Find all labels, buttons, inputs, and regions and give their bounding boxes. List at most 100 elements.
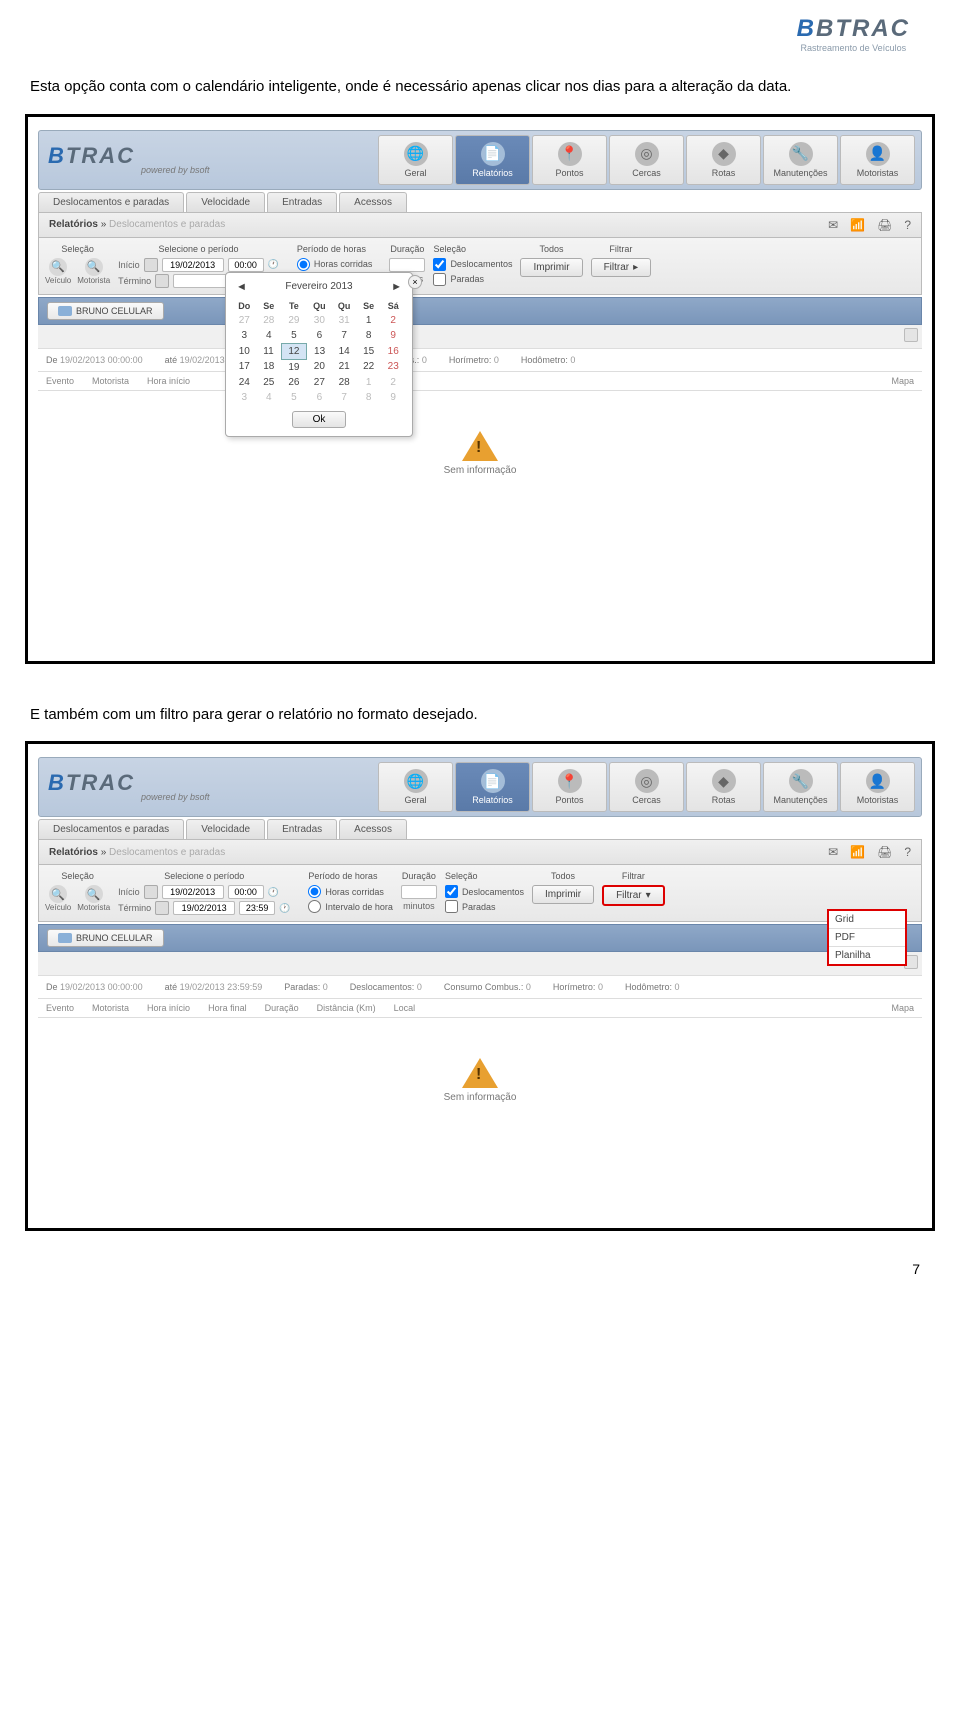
- vehicle-chip[interactable]: BRUNO CELULAR: [47, 929, 164, 947]
- nav-manutencoes[interactable]: 🔧Manutenções: [763, 762, 838, 812]
- veiculo-selector[interactable]: 🔍Veículo: [45, 885, 71, 912]
- tab-entradas[interactable]: Entradas: [267, 819, 337, 839]
- nav-pontos[interactable]: 📍Pontos: [532, 135, 607, 185]
- horas-corridas-radio[interactable]: Horas corridas: [297, 258, 373, 271]
- motorista-selector[interactable]: 🔍Motorista: [77, 885, 110, 912]
- calendar-ok-button[interactable]: Ok: [292, 411, 347, 428]
- time-termino-input[interactable]: [239, 901, 275, 915]
- calendar-day[interactable]: 27: [232, 313, 257, 328]
- calendar-day[interactable]: 30: [307, 313, 332, 328]
- sort-icon[interactable]: 📶: [850, 845, 865, 859]
- email-icon[interactable]: ✉: [828, 845, 838, 859]
- calendar-day[interactable]: 12: [281, 343, 307, 359]
- motorista-selector[interactable]: 🔍Motorista: [77, 258, 110, 285]
- calendar-day[interactable]: 1: [356, 313, 381, 328]
- imprimir-button[interactable]: Imprimir: [532, 885, 594, 904]
- calendar-day[interactable]: 10: [232, 343, 257, 359]
- calendar-day[interactable]: 8: [356, 390, 381, 405]
- calendar-day[interactable]: 25: [257, 375, 282, 390]
- sort-icon[interactable]: 📶: [850, 218, 865, 232]
- paradas-check[interactable]: Paradas: [433, 273, 484, 286]
- calendar-day[interactable]: 3: [232, 328, 257, 344]
- calendar-icon[interactable]: [144, 885, 158, 899]
- calendar-day[interactable]: 31: [332, 313, 357, 328]
- calendar-day[interactable]: 24: [232, 375, 257, 390]
- tab-velocidade[interactable]: Velocidade: [186, 192, 265, 212]
- nav-cercas[interactable]: ◎Cercas: [609, 135, 684, 185]
- calendar-day[interactable]: 7: [332, 390, 357, 405]
- deslocamentos-check[interactable]: Deslocamentos: [445, 885, 524, 898]
- help-icon[interactable]: ?: [904, 218, 911, 232]
- calendar-day[interactable]: 29: [281, 313, 307, 328]
- email-icon[interactable]: ✉: [828, 218, 838, 232]
- calendar-day[interactable]: 28: [257, 313, 282, 328]
- nav-rotas[interactable]: ◆Rotas: [686, 762, 761, 812]
- nav-cercas[interactable]: ◎Cercas: [609, 762, 684, 812]
- prev-month-button[interactable]: ◄: [236, 281, 247, 293]
- help-icon[interactable]: ?: [904, 845, 911, 859]
- clock-icon[interactable]: 🕐: [268, 887, 279, 898]
- close-icon[interactable]: ×: [408, 275, 422, 289]
- tab-acessos[interactable]: Acessos: [339, 192, 407, 212]
- calendar-day[interactable]: 3: [232, 390, 257, 405]
- calendar-day[interactable]: 9: [381, 390, 406, 405]
- calendar-day[interactable]: 11: [257, 343, 282, 359]
- calendar-day[interactable]: 26: [281, 375, 307, 390]
- calendar-day[interactable]: 18: [257, 359, 282, 375]
- calendar-day[interactable]: 5: [281, 390, 307, 405]
- calendar-icon[interactable]: [155, 274, 169, 288]
- horas-corridas-radio[interactable]: Horas corridas: [308, 885, 384, 898]
- time-inicio-input[interactable]: [228, 885, 264, 899]
- calendar-day[interactable]: 23: [381, 359, 406, 375]
- imprimir-button[interactable]: Imprimir: [520, 258, 582, 277]
- duracao-input[interactable]: [389, 258, 425, 272]
- date-termino-input[interactable]: [173, 901, 235, 915]
- deslocamentos-check[interactable]: Deslocamentos: [433, 258, 512, 271]
- calendar-day[interactable]: 2: [381, 313, 406, 328]
- calendar-day[interactable]: 20: [307, 359, 332, 375]
- nav-rotas[interactable]: ◆Rotas: [686, 135, 761, 185]
- calendar-day[interactable]: 2: [381, 375, 406, 390]
- tab-velocidade[interactable]: Velocidade: [186, 819, 265, 839]
- vehicle-chip[interactable]: BRUNO CELULAR: [47, 302, 164, 320]
- nav-geral[interactable]: 🌐Geral: [378, 135, 453, 185]
- clock-icon[interactable]: 🕐: [279, 903, 290, 914]
- tab-deslocamentos[interactable]: Deslocamentos e paradas: [38, 192, 184, 212]
- calendar-icon[interactable]: [144, 258, 158, 272]
- nav-relatorios[interactable]: 📄Relatórios: [455, 135, 530, 185]
- calendar-day[interactable]: 8: [356, 328, 381, 344]
- clock-icon[interactable]: 🕐: [268, 259, 279, 270]
- calendar-day[interactable]: 9: [381, 328, 406, 344]
- duracao-input[interactable]: [401, 885, 437, 899]
- next-month-button[interactable]: ►: [391, 281, 402, 293]
- tab-deslocamentos[interactable]: Deslocamentos e paradas: [38, 819, 184, 839]
- date-inicio-input[interactable]: [162, 885, 224, 899]
- calendar-day[interactable]: 15: [356, 343, 381, 359]
- veiculo-selector[interactable]: 🔍Veículo: [45, 258, 71, 285]
- date-inicio-input[interactable]: [162, 258, 224, 272]
- filtrar-option-planilha[interactable]: Planilha: [829, 947, 905, 964]
- calendar-day[interactable]: 16: [381, 343, 406, 359]
- filtrar-option-pdf[interactable]: PDF: [829, 929, 905, 947]
- calendar-day[interactable]: 4: [257, 390, 282, 405]
- calendar-day[interactable]: 7: [332, 328, 357, 344]
- time-inicio-input[interactable]: [228, 258, 264, 272]
- nav-relatorios[interactable]: 📄Relatórios: [455, 762, 530, 812]
- print-icon[interactable]: 🖨: [877, 845, 892, 859]
- paradas-check[interactable]: Paradas: [445, 900, 496, 913]
- tab-entradas[interactable]: Entradas: [267, 192, 337, 212]
- collapse-button[interactable]: [904, 328, 918, 342]
- calendar-day[interactable]: 6: [307, 328, 332, 344]
- calendar-icon[interactable]: [155, 901, 169, 915]
- calendar-day[interactable]: 1: [356, 375, 381, 390]
- calendar-day[interactable]: 13: [307, 343, 332, 359]
- calendar-day[interactable]: 17: [232, 359, 257, 375]
- calendar-day[interactable]: 6: [307, 390, 332, 405]
- nav-motoristas[interactable]: 👤Motoristas: [840, 135, 915, 185]
- calendar-day[interactable]: 14: [332, 343, 357, 359]
- filtrar-button[interactable]: Filtrar ▾: [602, 885, 665, 906]
- nav-geral[interactable]: 🌐Geral: [378, 762, 453, 812]
- nav-motoristas[interactable]: 👤Motoristas: [840, 762, 915, 812]
- intervalo-radio[interactable]: Intervalo de hora: [308, 900, 393, 913]
- nav-pontos[interactable]: 📍Pontos: [532, 762, 607, 812]
